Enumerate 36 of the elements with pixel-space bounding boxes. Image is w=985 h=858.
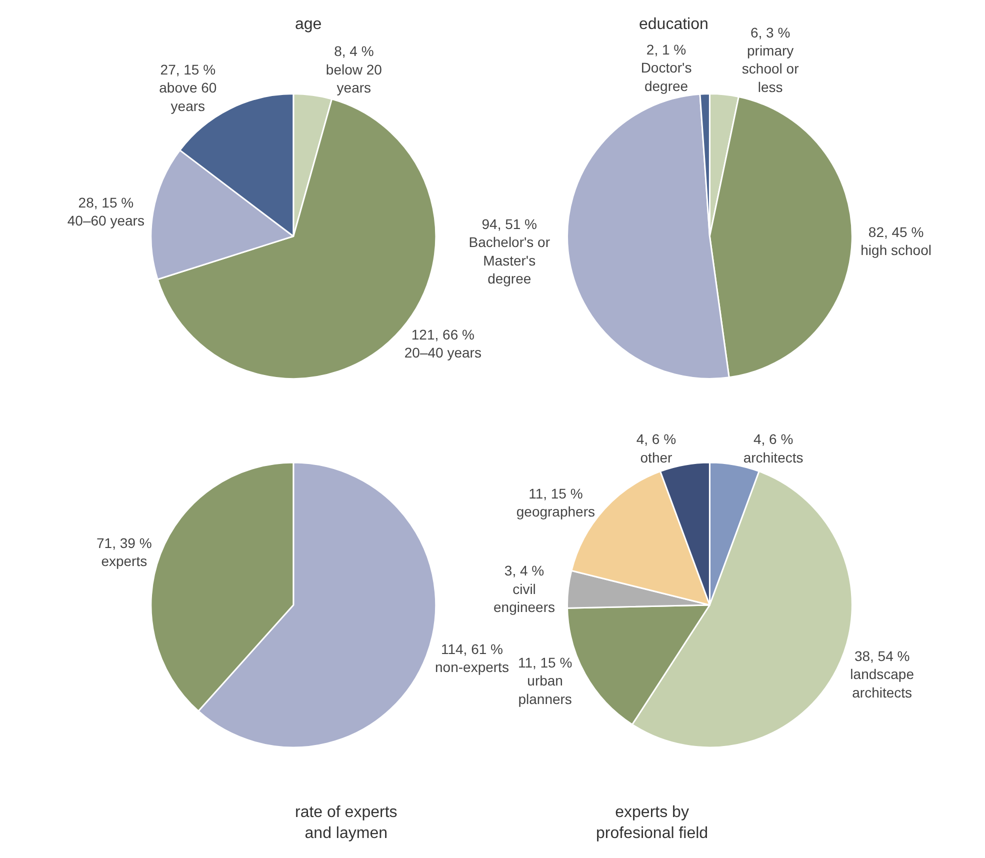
- data-label: 4, 6 %: [753, 431, 794, 448]
- chart-title: age: [295, 16, 322, 33]
- data-label: 28, 15 %: [78, 194, 134, 210]
- slice-label: below 20 years: [326, 61, 382, 96]
- slice-label: urban planners: [518, 672, 572, 707]
- slice-label: high school: [860, 242, 932, 258]
- data-label: 11, 15 %: [518, 654, 572, 670]
- slice-label: 20–40 years: [404, 344, 482, 361]
- slice-label: non-experts: [435, 659, 509, 676]
- data-label: 82, 45 %: [868, 224, 924, 240]
- data-label: 6, 3 %: [750, 24, 790, 40]
- slice-label: 40–60 years: [67, 212, 144, 229]
- data-label: 121, 66 %: [411, 326, 474, 342]
- data-label: 27, 15 %: [160, 61, 216, 78]
- data-label: 8, 4 %: [334, 43, 374, 60]
- slice-label: experts: [101, 553, 148, 570]
- slice-label: other: [640, 449, 673, 466]
- slice-label: Doctor's degree: [640, 60, 692, 94]
- chart-title: education: [639, 16, 708, 33]
- data-label: 114, 61 %: [440, 640, 503, 657]
- slice-label: geographers: [516, 503, 595, 520]
- data-label: 11, 15 %: [528, 485, 583, 502]
- data-label: 71, 39 %: [96, 534, 152, 551]
- slice-label: civil engineers: [494, 580, 556, 616]
- slice-label: architects: [743, 449, 804, 466]
- data-label: 2, 1 %: [646, 42, 686, 58]
- data-label: 94, 51 %: [482, 216, 537, 232]
- slice-label: above 60 years: [159, 80, 217, 114]
- slice-label: Bachelor's or Master's degree: [468, 234, 550, 286]
- data-label: 4, 6 %: [636, 431, 676, 448]
- slice-label: landscape architects: [850, 666, 914, 700]
- data-label: 3, 4 %: [504, 562, 544, 579]
- data-label: 38, 54 %: [854, 648, 910, 664]
- text: rate of experts and laymen: [295, 804, 398, 842]
- slice-label: primary school or less: [742, 42, 800, 95]
- text: experts by profesional field: [596, 804, 708, 842]
